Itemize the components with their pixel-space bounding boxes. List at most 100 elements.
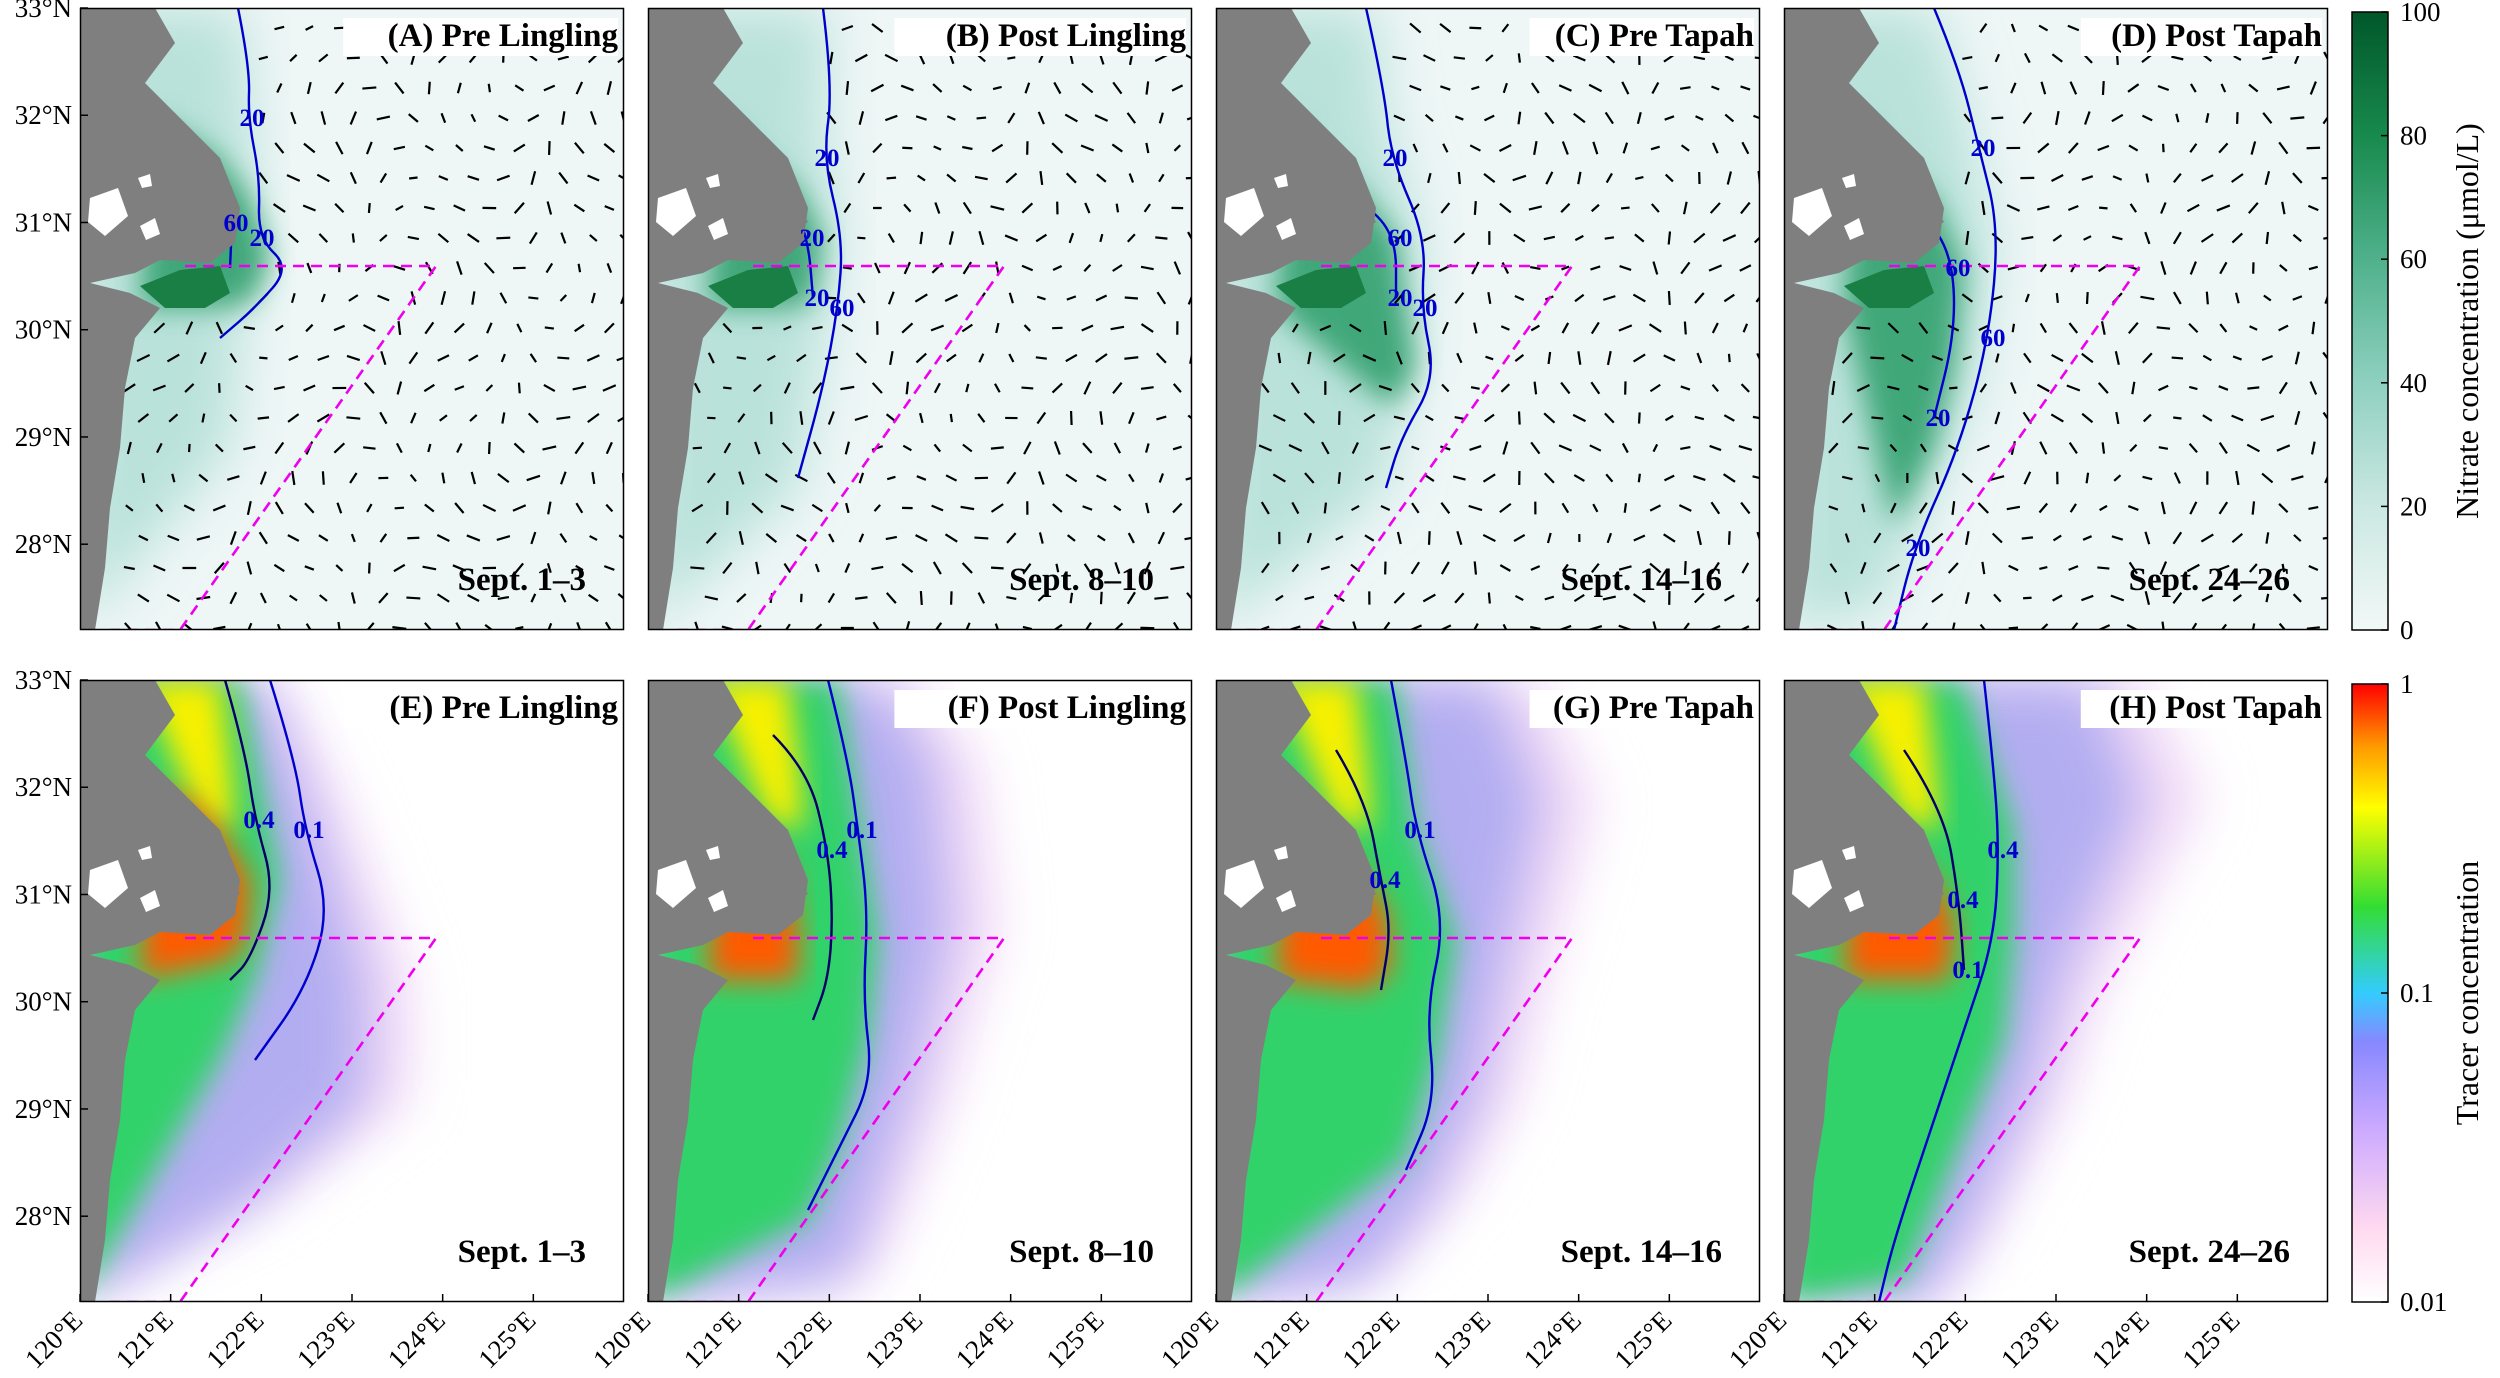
colorbar-tick-label: 40 [2400,368,2427,398]
nitrate-contour-1 [219,8,283,339]
lat-tick-label: 29°N [15,422,72,452]
lon-tick-label: 120°E [587,1305,656,1374]
panel-title-background [2080,690,2322,728]
tracer-contour-2 [254,680,325,1061]
panel-title: (F) Post Lingling [948,690,1187,726]
land [1784,680,1944,1302]
bay-high-nitrate [140,266,230,308]
island-2 [708,890,728,912]
lat-tick-label: 28°N [15,529,72,559]
island-2 [1844,218,1864,240]
panel-title: (D) Post Tapah [2111,18,2322,54]
island-2 [140,890,160,912]
land [1216,8,1376,630]
analysis-region-box [1246,264,1575,630]
nitrate-contour-1 [1364,8,1432,489]
analysis-region-box [1814,264,2143,630]
panel-date: Sept. 1–3 [458,1234,586,1270]
panel-title: (H) Post Tapah [2109,690,2322,726]
contour-label: 0.4 [1947,887,1979,914]
chongming-island [1922,878,1944,902]
contour-label: 20 [1906,535,1931,562]
panel-title-background [1529,18,1754,56]
chongming-island [218,206,240,230]
lon-tick-label: 123°E [291,1305,360,1374]
tracer-contour-2 [1389,680,1442,1171]
chongming-island [218,878,240,902]
island-1 [88,188,128,236]
lon-tick-label: 123°E [1427,1305,1496,1374]
nitrate-contour-1 [1892,8,1997,630]
nitrate-contour-1 [796,8,843,479]
island-3 [1274,846,1288,860]
chongming-island [1922,206,1944,230]
chongming-island [1354,206,1376,230]
contour-label: 20 [1926,405,1951,432]
lon-tick-label: 124°E [950,1305,1019,1374]
analysis-region-box [678,264,1007,630]
lat-tick-label: 28°N [15,1201,72,1231]
chongming-island [786,878,808,902]
contour-label: 60 [1388,225,1413,252]
lon-tick-label: 120°E [1723,1305,1792,1374]
lon-tick-label: 124°E [1518,1305,1587,1374]
tracer-contour-2 [1877,680,1999,1302]
land [1784,8,1944,630]
bay-high-nitrate [1276,266,1366,308]
panel-title-background [894,690,1186,728]
tracer-map-1: 0.4 0.1 (E) Pre Lingling Sept. 1–3 33°N 32°N 3… [15,665,625,1374]
colorbar-tick-label: 0.1 [2400,978,2434,1008]
island-1 [1792,860,1832,908]
contour-label: 20 [800,225,825,252]
lon-tick-label: 122°E [200,1305,269,1374]
tracer-contour-1 [1334,749,1390,991]
island-3 [1274,174,1288,188]
colorbar-tick-label: 100 [2400,0,2441,27]
lat-tick-label: 30°N [15,987,72,1017]
lon-tick-label: 122°E [1336,1305,1405,1374]
lat-tick-label: 30°N [15,315,72,345]
panel-title: (C) Pre Tapah [1555,18,1754,54]
island-3 [706,174,720,188]
lat-tick-label: 33°N [15,665,72,695]
lat-tick-label: 33°N [15,0,72,23]
lon-tick-label: 121°E [1814,1305,1883,1374]
island-1 [1224,860,1264,908]
island-3 [706,846,720,860]
panel-date: Sept. 14–16 [1561,1234,1722,1270]
island-3 [1842,174,1856,188]
analysis-region-box [1814,936,2143,1302]
colorbar-label: Tracer concentration [2449,861,2485,1125]
tracer-map-2: 0.40.1 (F) Post Lingling Sept. 8–10 120°E 12… [587,679,1193,1374]
lon-tick-label: 123°E [1995,1305,2064,1374]
lon-tick-label: 125°E [2176,1305,2245,1374]
contour-label: 60 [1981,325,2006,352]
lat-tick-label: 29°N [15,1094,72,1124]
contour-label: 0.1 [1952,957,1983,984]
panel-date: Sept. 8–10 [1009,562,1154,598]
tracer-map-3: 0.40.1 (G) Pre Tapah Sept. 14–16 120°E 121°E… [1155,679,1761,1374]
contour-label: 0.4 [816,837,848,864]
colorbar-tick-label: 20 [2400,491,2427,521]
panel-title: (G) Pre Tapah [1553,690,1754,726]
colorbar-tick-label: 1 [2400,669,2414,699]
nitrate-colorbar: 100 80 60 40 20 0 Nitrate concentration (μmol/… [2351,0,2485,645]
lon-tick-label: 120°E [19,1305,88,1374]
island-3 [138,846,152,860]
chongming-island [1354,878,1376,902]
lon-tick-label: 125°E [1040,1305,1109,1374]
tracer-contour-1 [223,680,271,981]
tracer-contour-2 [806,680,871,1211]
contour-label: 0.4 [1369,867,1401,894]
panel-title-background [343,18,618,56]
lat-tick-label: 32°N [15,100,72,130]
panel-title: (A) Pre Lingling [388,18,619,54]
chongming-island [786,206,808,230]
lon-tick-label: 120°E [1155,1305,1224,1374]
analysis-region-box [678,936,1007,1302]
lon-tick-label: 124°E [382,1305,451,1374]
colorbar-tick-label: 0 [2400,615,2414,645]
lon-tick-label: 125°E [1608,1305,1677,1374]
